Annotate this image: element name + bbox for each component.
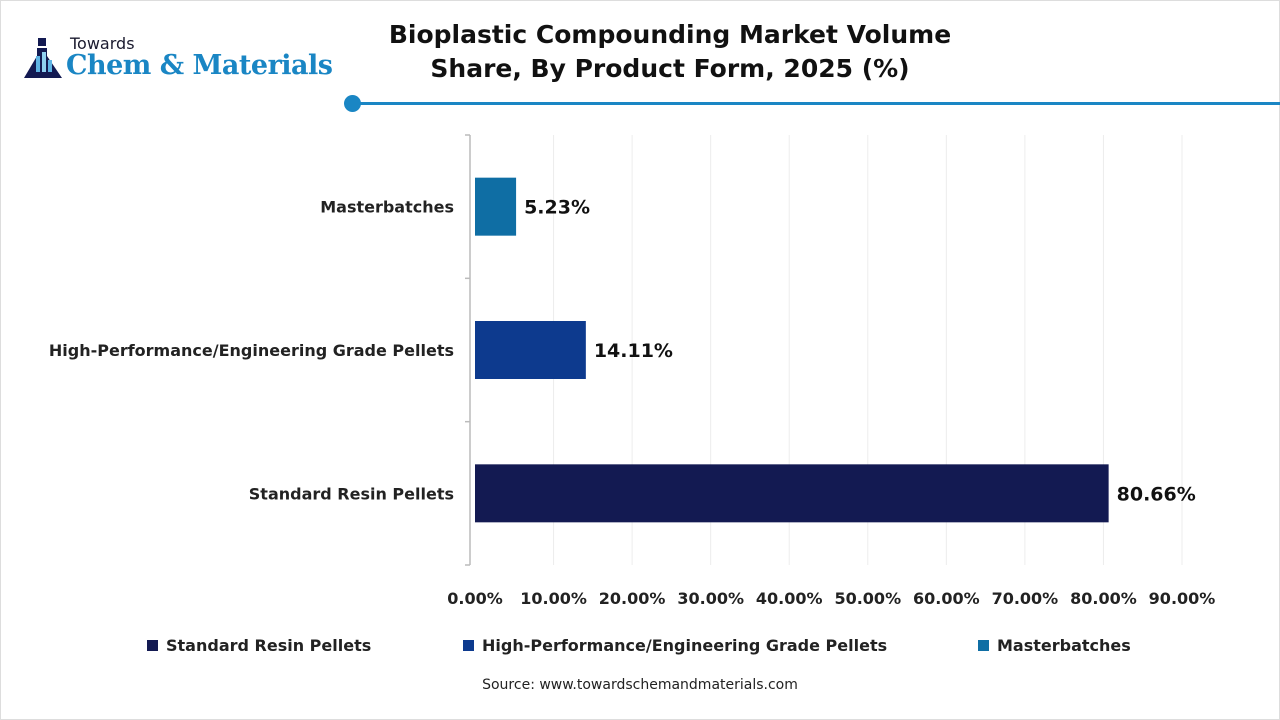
flask-icon [24, 38, 62, 78]
x-tick-label: 30.00% [677, 589, 744, 608]
bar [475, 177, 517, 236]
data-label: 5.23% [524, 197, 590, 219]
x-tick-label: 40.00% [756, 589, 823, 608]
x-tick-label: 80.00% [1070, 589, 1137, 608]
x-tick-label: 50.00% [834, 589, 901, 608]
legend-label: Masterbatches [997, 636, 1131, 655]
logo-towards: Towards [70, 34, 135, 53]
x-tick-label: 60.00% [913, 589, 980, 608]
data-label: 80.66% [1117, 483, 1196, 505]
category-label: Masterbatches [320, 198, 454, 217]
legend-label: High-Performance/Engineering Grade Pelle… [482, 636, 888, 655]
x-tick-label: 90.00% [1149, 589, 1216, 608]
x-tick-label: 20.00% [599, 589, 666, 608]
legend-swatch [463, 640, 474, 651]
legend-item-standard: Standard Resin Pellets [147, 636, 371, 655]
x-tick-label: 70.00% [992, 589, 1059, 608]
legend-label: Standard Resin Pellets [166, 636, 372, 655]
logo-brand: Chem & Materials [66, 50, 333, 81]
title-divider [352, 102, 1280, 105]
chart-title: Bioplastic Compounding Market Volume Sha… [388, 20, 952, 83]
legend-item-masterbatches: Masterbatches [978, 636, 1131, 655]
category-label: Standard Resin Pellets [249, 484, 454, 503]
data-label: 14.11% [594, 340, 673, 362]
divider-dot [344, 95, 361, 112]
legend-item-high-performance: High-Performance/Engineering Grade Pelle… [463, 636, 887, 655]
source-note: Source: www.towardschemandmaterials.com [482, 677, 798, 693]
bar [475, 321, 586, 379]
x-tick-label: 10.00% [520, 589, 587, 608]
x-tick-label: 0.00% [447, 589, 503, 608]
category-label: High-Performance/Engineering Grade Pelle… [49, 341, 454, 360]
bar [475, 464, 1109, 523]
legend-swatch [147, 640, 158, 651]
legend-swatch [978, 640, 989, 651]
